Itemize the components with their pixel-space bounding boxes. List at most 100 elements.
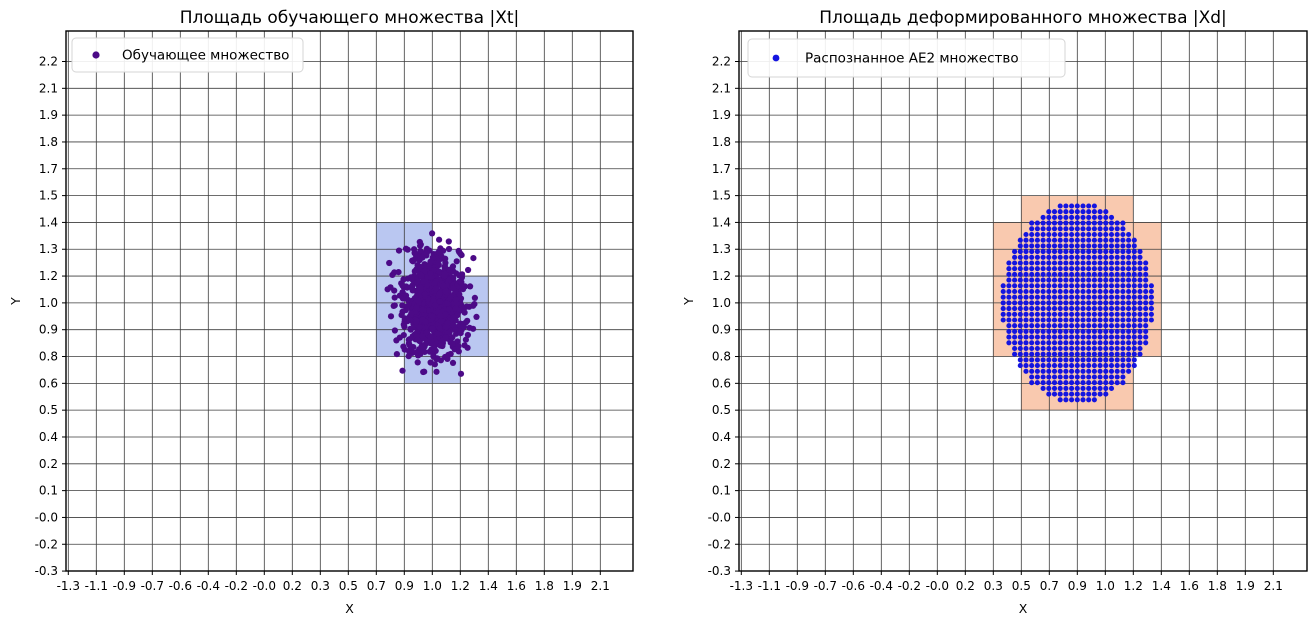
svg-text:1.7: 1.7 — [712, 162, 731, 176]
svg-text:-1.1: -1.1 — [85, 579, 108, 593]
svg-text:2.2: 2.2 — [39, 55, 58, 69]
svg-text:-1.3: -1.3 — [730, 579, 753, 593]
svg-text:1.8: 1.8 — [712, 135, 731, 149]
tick-marks — [62, 61, 601, 575]
svg-text:1.2: 1.2 — [451, 579, 470, 593]
svg-text:1.8: 1.8 — [1208, 579, 1227, 593]
svg-text:1.8: 1.8 — [535, 579, 554, 593]
svg-text:-0.7: -0.7 — [141, 579, 164, 593]
svg-text:0.9: 0.9 — [1068, 579, 1087, 593]
svg-text:0.7: 0.7 — [367, 579, 386, 593]
svg-text:0.5: 0.5 — [712, 403, 731, 417]
legend-marker — [772, 54, 780, 62]
svg-text:0.2: 0.2 — [956, 579, 975, 593]
svg-text:-0.9: -0.9 — [113, 579, 136, 593]
svg-text:1.2: 1.2 — [1124, 579, 1143, 593]
svg-text:-0.6: -0.6 — [169, 579, 192, 593]
plot-title: Площадь обучающего множества |Xt| — [180, 8, 520, 28]
svg-text:0.4: 0.4 — [39, 430, 58, 444]
svg-text:0.6: 0.6 — [39, 376, 58, 390]
svg-text:1.0: 1.0 — [712, 296, 731, 310]
legend-label: Обучающее множество — [122, 48, 289, 64]
tick-marks — [735, 61, 1274, 575]
x-tick-labels: -1.3 -1.1 -0.9 -0.7 -0.6 -0.4 -0.2 -0.0 0.2 0.3 0.… — [57, 579, 610, 593]
svg-text:-0.2: -0.2 — [898, 579, 921, 593]
svg-text:1.4: 1.4 — [479, 579, 498, 593]
svg-text:1.0: 1.0 — [39, 296, 58, 310]
svg-text:0.3: 0.3 — [311, 579, 330, 593]
svg-text:0.9: 0.9 — [712, 323, 731, 337]
svg-text:0.8: 0.8 — [712, 350, 731, 364]
y-axis-label: Y — [8, 297, 23, 306]
svg-text:-0.4: -0.4 — [870, 579, 893, 593]
svg-text:0.9: 0.9 — [39, 323, 58, 337]
svg-text:0.5: 0.5 — [39, 403, 58, 417]
svg-text:0.7: 0.7 — [1040, 579, 1059, 593]
svg-text:-1.1: -1.1 — [758, 579, 781, 593]
legend: Распознанное AE2 множество — [747, 38, 1066, 78]
svg-text:0.8: 0.8 — [39, 350, 58, 364]
svg-text:1.0: 1.0 — [423, 579, 442, 593]
svg-text:1.9: 1.9 — [1236, 579, 1255, 593]
svg-text:0.5: 0.5 — [339, 579, 358, 593]
svg-text:1.9: 1.9 — [39, 108, 58, 122]
plot-right: -1.3 -1.1 -0.9 -0.7 -0.6 -0.4 -0.2 -0.0 0.2 0.3 0.… — [681, 8, 1308, 616]
plot-title: Площадь деформированного множества |Xd| — [819, 8, 1227, 28]
svg-text:-0.0: -0.0 — [253, 579, 276, 593]
svg-text:1.5: 1.5 — [712, 189, 731, 203]
svg-text:-0.2: -0.2 — [708, 537, 731, 551]
svg-text:1.5: 1.5 — [39, 189, 58, 203]
legend-label: Распознанное AE2 множество — [805, 51, 1019, 67]
axes-spine — [738, 30, 1308, 572]
svg-text:1.4: 1.4 — [1152, 579, 1171, 593]
svg-text:1.3: 1.3 — [39, 242, 58, 256]
svg-text:0.1: 0.1 — [39, 484, 58, 498]
legend: Обучающее множество — [71, 37, 304, 73]
svg-text:0.9: 0.9 — [395, 579, 414, 593]
svg-text:1.4: 1.4 — [39, 215, 58, 229]
svg-text:2.1: 2.1 — [712, 81, 731, 95]
lattice-points — [1000, 203, 1154, 403]
svg-text:-0.2: -0.2 — [35, 537, 58, 551]
svg-text:1.3: 1.3 — [712, 242, 731, 256]
svg-text:1.7: 1.7 — [39, 162, 58, 176]
svg-text:1.4: 1.4 — [712, 215, 731, 229]
x-axis-label: X — [1019, 601, 1028, 616]
svg-text:-0.0: -0.0 — [926, 579, 949, 593]
svg-text:1.8: 1.8 — [39, 135, 58, 149]
y-axis-label: Y — [681, 297, 696, 306]
svg-text:-0.3: -0.3 — [35, 564, 58, 578]
svg-text:1.2: 1.2 — [39, 269, 58, 283]
y-tick-labels: 2.2 2.1 1.9 1.8 1.7 1.5 1.4 1.3 1.2 1.0 0.9 0.8 0.6 0… — [708, 55, 731, 579]
svg-text:0.2: 0.2 — [283, 579, 302, 593]
svg-text:2.1: 2.1 — [591, 579, 610, 593]
svg-text:1.0: 1.0 — [1096, 579, 1115, 593]
svg-text:0.5: 0.5 — [1012, 579, 1031, 593]
svg-text:-0.0: -0.0 — [35, 510, 58, 524]
y-tick-labels: 2.2 2.1 1.9 1.8 1.7 1.5 1.4 1.3 1.2 1.0 0.9 0.8 0.6 0… — [35, 55, 58, 579]
svg-text:1.9: 1.9 — [712, 108, 731, 122]
svg-text:0.2: 0.2 — [712, 457, 731, 471]
legend-box — [747, 38, 1066, 78]
legend-marker — [92, 51, 100, 59]
svg-text:-0.7: -0.7 — [814, 579, 837, 593]
legend-box — [71, 37, 304, 73]
svg-text:1.9: 1.9 — [563, 579, 582, 593]
svg-text:-0.3: -0.3 — [708, 564, 731, 578]
svg-text:0.2: 0.2 — [39, 457, 58, 471]
plot-left: -1.3 -1.1 -0.9 -0.7 -0.6 -0.4 -0.2 -0.0 0.2 0.3 0.… — [8, 8, 634, 616]
scatter-points — [384, 230, 480, 377]
svg-text:1.6: 1.6 — [1180, 579, 1199, 593]
svg-text:2.1: 2.1 — [39, 81, 58, 95]
svg-text:1.2: 1.2 — [712, 269, 731, 283]
svg-text:0.3: 0.3 — [984, 579, 1003, 593]
svg-text:-0.2: -0.2 — [225, 579, 248, 593]
svg-text:2.1: 2.1 — [1264, 579, 1283, 593]
svg-text:-1.3: -1.3 — [57, 579, 80, 593]
svg-text:0.6: 0.6 — [712, 376, 731, 390]
svg-text:-0.6: -0.6 — [842, 579, 865, 593]
svg-text:0.4: 0.4 — [712, 430, 731, 444]
svg-text:-0.4: -0.4 — [197, 579, 220, 593]
